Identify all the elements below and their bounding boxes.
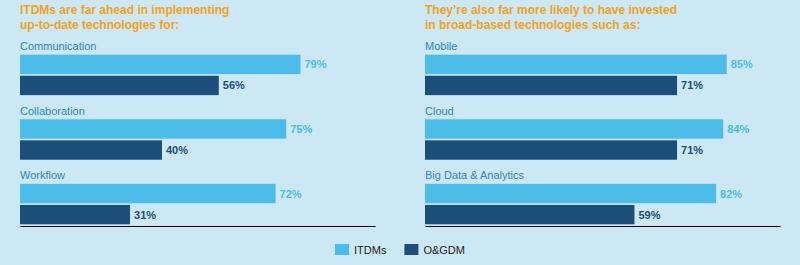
bars [20,55,300,225]
data-labels: 79% 75% 72% 56% 40% 31% [134,58,327,220]
data-label: 84% [727,123,749,135]
title: They’re also far more likely to have inv… [425,3,677,17]
bar [425,205,634,224]
panel: They’re also far more likely to have inv… [425,3,781,227]
legend: ITDMs O&GDM [335,244,465,256]
data-label: 31% [134,209,156,221]
bar [20,119,286,138]
x-axis-domain [426,226,781,227]
data-label: 79% [304,58,326,70]
bar [20,55,300,74]
legend-swatch [404,244,418,255]
bars [425,55,727,225]
bar [425,140,677,159]
category-label: Big Data & Analytics [425,169,525,181]
subtitle: up-to-date technologies for: [20,18,179,32]
category-label: Workflow [20,169,65,181]
data-labels: 85% 84% 82% 71% 71% 59% [638,58,753,220]
bar [20,76,219,95]
category-label: Communication [20,40,96,52]
legend-label: ITDMs [354,244,387,256]
data-label: 40% [166,144,188,156]
data-label: 75% [290,123,312,135]
bar [425,76,677,95]
data-label: 71% [681,79,703,91]
bar [425,184,716,203]
category-label: Collaboration [20,105,85,117]
bar [425,119,723,138]
data-label: 82% [720,188,742,200]
subtitle: in broad-based technologies such as: [425,18,640,32]
panel: ITDMs are far ahead in implementingup-to… [20,3,376,227]
legend-item: O&GDM [404,244,465,256]
data-label: 85% [731,58,753,70]
data-label: 71% [681,144,703,156]
legend-label: O&GDM [423,244,465,256]
category-label: Mobile [425,40,457,52]
legend-swatch [335,244,349,255]
data-label: 72% [280,188,302,200]
bar [20,184,276,203]
x-axis [21,226,376,227]
legend-item: ITDMs [335,244,387,256]
bar [425,55,727,74]
title: ITDMs are far ahead in implementing [20,3,229,17]
data-label: 59% [638,209,660,221]
chart-root: ITDMs are far ahead in implementingup-to… [0,0,800,265]
x-axis-domain [21,226,376,227]
x-axis [426,226,781,227]
bar [20,140,162,159]
data-label: 56% [223,79,245,91]
category-label: Cloud [425,105,454,117]
bar [20,205,130,224]
